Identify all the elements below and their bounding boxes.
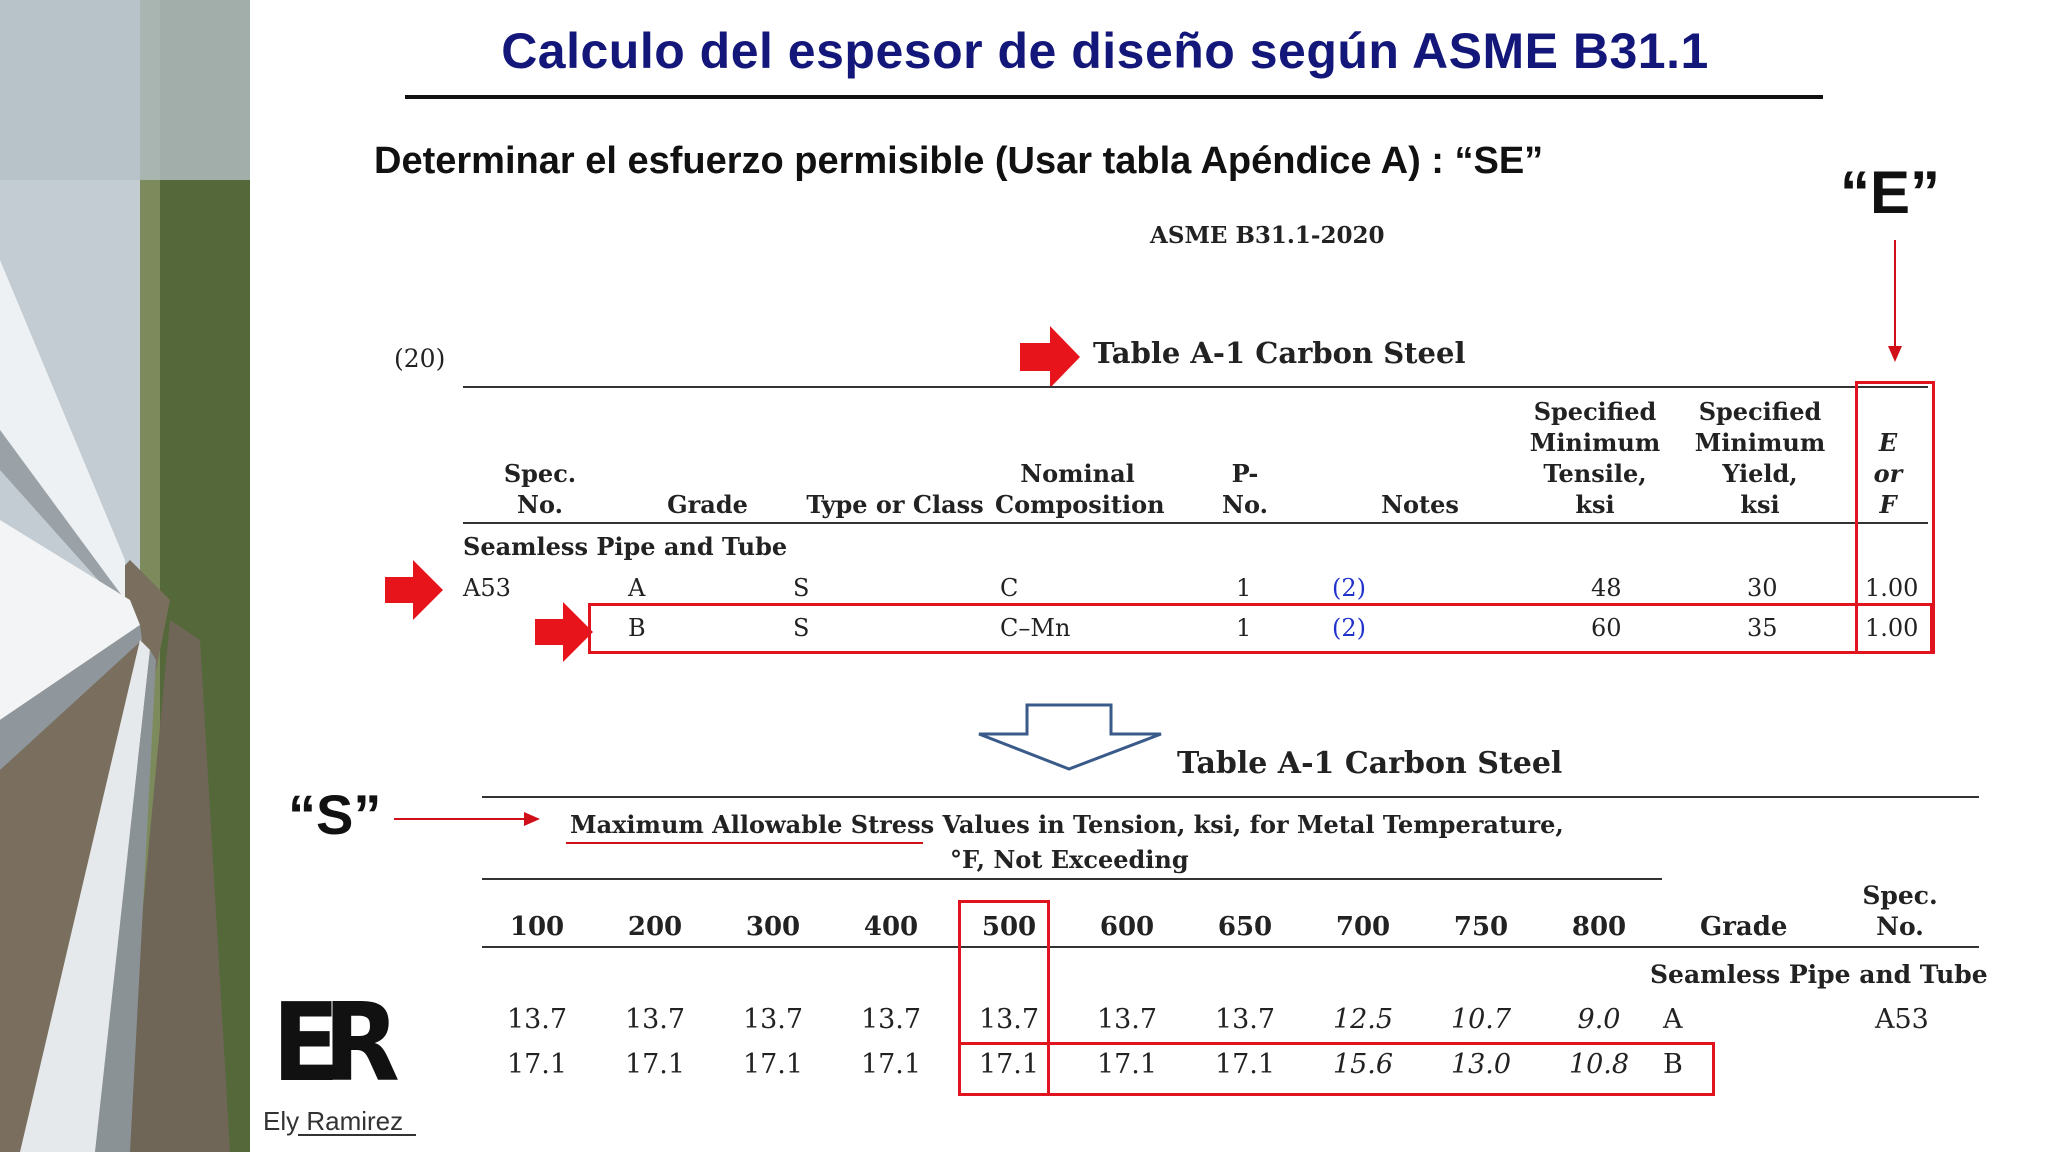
t2-value: 17.1 bbox=[624, 1049, 686, 1080]
temp-700: 700 bbox=[1335, 912, 1391, 942]
row-b-arrow-icon bbox=[535, 602, 593, 662]
hdr-grade: Grade bbox=[667, 490, 748, 519]
t1-p-no: 1 bbox=[1236, 614, 1252, 642]
temp-400: 400 bbox=[863, 912, 919, 942]
slide-subtitle: Determinar el esfuerzo permisible (Usar … bbox=[374, 140, 1544, 182]
t2-spec: A53 bbox=[1875, 1004, 1929, 1035]
t1-tensile: 48 bbox=[1591, 574, 1622, 602]
t2-value: 13.7 bbox=[1214, 1004, 1276, 1035]
t2-value: 13.7 bbox=[624, 1004, 686, 1035]
t1-yield: 30 bbox=[1747, 574, 1778, 602]
hdr-grade-2: Grade bbox=[1700, 912, 1788, 942]
t1-type: S bbox=[793, 574, 810, 602]
row-a-arrow-icon bbox=[385, 560, 443, 620]
logo-underline bbox=[298, 1134, 416, 1136]
t1-grade: B bbox=[628, 614, 646, 642]
temp-100: 100 bbox=[509, 912, 565, 942]
t1-type: S bbox=[793, 614, 810, 642]
t1-yield: 35 bbox=[1747, 614, 1778, 642]
t2-value: 13.7 bbox=[506, 1004, 568, 1035]
hdr-yield: Specified Minimum Yield, ksi bbox=[1694, 397, 1826, 519]
caption-underline bbox=[566, 842, 923, 844]
edition-marker: (20) bbox=[394, 344, 446, 373]
table2-caption-rule bbox=[482, 878, 1662, 880]
table2-header-rule bbox=[482, 946, 1979, 948]
table2-title: Table A-1 Carbon Steel bbox=[1177, 746, 1563, 781]
t1-notes-link[interactable]: (2) bbox=[1332, 574, 1366, 602]
pipeline-photo bbox=[0, 0, 250, 1152]
e-pointer-arrow bbox=[1888, 240, 1902, 362]
t2-value: 15.6 bbox=[1332, 1049, 1394, 1080]
temp-600: 600 bbox=[1099, 912, 1155, 942]
t1-tensile: 60 bbox=[1591, 614, 1622, 642]
temp-650: 650 bbox=[1217, 912, 1273, 942]
hdr-spec-no: Spec. No. bbox=[503, 459, 577, 519]
hdr-p-no: P- No. bbox=[1222, 459, 1268, 519]
down-arrow-icon bbox=[978, 703, 1162, 771]
t2-grade: A bbox=[1663, 1004, 1683, 1035]
t2-value: 17.1 bbox=[1096, 1049, 1158, 1080]
t2-value: 13.7 bbox=[978, 1004, 1040, 1035]
hdr-tensile: Specified Minimum Tensile, ksi bbox=[1529, 397, 1661, 519]
t2-value: 9.0 bbox=[1577, 1004, 1621, 1035]
table2-caption-line1: Maximum Allowable Stress Values in Tensi… bbox=[570, 810, 1564, 839]
hdr-type-class: Type or Class bbox=[806, 490, 984, 519]
table1-section: Seamless Pipe and Tube bbox=[463, 532, 788, 561]
t2-value: 10.7 bbox=[1450, 1004, 1512, 1035]
t2-value: 13.7 bbox=[860, 1004, 922, 1035]
s-pointer-arrow bbox=[394, 812, 540, 826]
t2-value: 13.7 bbox=[1096, 1004, 1158, 1035]
t2-value: 10.8 bbox=[1568, 1049, 1630, 1080]
t1-p-no: 1 bbox=[1236, 574, 1252, 602]
t2-grade: B bbox=[1663, 1049, 1683, 1080]
hdr-spec-no-2: Spec. No. bbox=[1862, 881, 1938, 941]
pipeline-illustration bbox=[0, 0, 250, 1152]
t2-value: 13.7 bbox=[742, 1004, 804, 1035]
t1-notes-link[interactable]: (2) bbox=[1332, 614, 1366, 642]
logo-name: Ely Ramirez bbox=[263, 1106, 404, 1136]
temp-300: 300 bbox=[745, 912, 801, 942]
highlight-grade-b-row bbox=[958, 1042, 1715, 1096]
highlight-row-b bbox=[588, 603, 1933, 654]
highlight-e-column bbox=[1855, 381, 1935, 654]
t2-value: 17.1 bbox=[860, 1049, 922, 1080]
t1-ef: 1.00 bbox=[1865, 614, 1919, 642]
table1-title: Table A-1 Carbon Steel bbox=[1093, 336, 1466, 370]
title-underline bbox=[405, 95, 1823, 99]
slide-title: Calculo del espesor de diseño según ASME… bbox=[501, 23, 1709, 79]
t2-value: 17.1 bbox=[506, 1049, 568, 1080]
temp-200: 200 bbox=[627, 912, 683, 942]
e-label: “E” bbox=[1840, 159, 1941, 226]
temp-800: 800 bbox=[1571, 912, 1627, 942]
t1-grade: A bbox=[628, 574, 646, 602]
s-label: “S” bbox=[288, 783, 382, 846]
logo-monogram: ER bbox=[272, 981, 400, 1106]
hdr-notes: Notes bbox=[1381, 490, 1459, 519]
temp-500: 500 bbox=[981, 912, 1037, 942]
t2-value: 17.1 bbox=[1214, 1049, 1276, 1080]
t2-value: 13.0 bbox=[1450, 1049, 1512, 1080]
table2-caption-line2: °F, Not Exceeding bbox=[950, 845, 1189, 874]
table1-header-rule bbox=[463, 522, 1928, 524]
t1-spec: A53 bbox=[463, 574, 511, 602]
table1-top-rule bbox=[463, 386, 1928, 388]
temp-750: 750 bbox=[1453, 912, 1509, 942]
er-logo: ER bbox=[272, 981, 412, 1106]
t2-value: 17.1 bbox=[978, 1049, 1040, 1080]
hdr-nominal-comp: Nominal Composition bbox=[995, 459, 1165, 519]
t1-comp: C bbox=[1000, 574, 1019, 602]
table-title-arrow-icon bbox=[1020, 326, 1080, 388]
doc-reference: ASME B31.1-2020 bbox=[1150, 222, 1385, 249]
t1-comp: C–Mn bbox=[1000, 614, 1071, 642]
t2-value: 12.5 bbox=[1332, 1004, 1394, 1035]
t1-ef: 1.00 bbox=[1865, 574, 1919, 602]
table2-top-rule bbox=[482, 796, 1979, 798]
t2-value: 17.1 bbox=[742, 1049, 804, 1080]
table2-section: Seamless Pipe and Tube bbox=[1650, 960, 1988, 989]
